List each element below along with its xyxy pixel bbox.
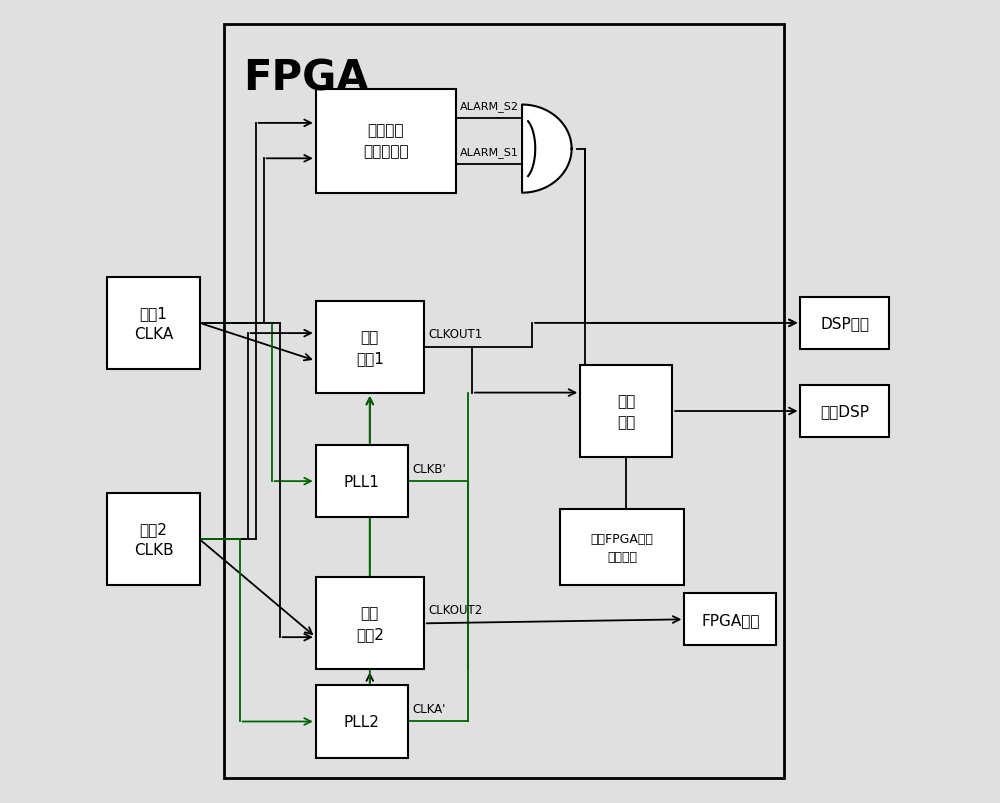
Text: PLL1: PLL1 <box>344 474 380 489</box>
Text: 复位DSP: 复位DSP <box>820 404 869 419</box>
FancyBboxPatch shape <box>316 577 424 670</box>
Text: CLKA': CLKA' <box>413 702 446 715</box>
FancyBboxPatch shape <box>316 89 456 194</box>
FancyBboxPatch shape <box>316 446 408 517</box>
FancyBboxPatch shape <box>580 365 672 458</box>
FancyBboxPatch shape <box>684 593 776 646</box>
FancyBboxPatch shape <box>107 494 200 585</box>
FancyBboxPatch shape <box>316 686 408 757</box>
Text: 时钟
切换2: 时钟 切换2 <box>356 605 384 642</box>
FancyBboxPatch shape <box>224 26 784 777</box>
Text: 晶振1
CLKA: 晶振1 CLKA <box>134 305 173 341</box>
Text: CLKB': CLKB' <box>413 462 446 475</box>
Text: 晶振时钟
互检测模块: 晶振时钟 互检测模块 <box>363 124 409 160</box>
Text: CLKOUT2: CLKOUT2 <box>428 603 482 616</box>
Text: 晶振2
CLKB: 晶振2 CLKB <box>134 522 173 557</box>
Text: CLKOUT1: CLKOUT1 <box>428 327 482 340</box>
FancyBboxPatch shape <box>107 278 200 369</box>
Text: 复位
模块: 复位 模块 <box>617 393 635 430</box>
Text: 复位FPGA其余
工作模块: 复位FPGA其余 工作模块 <box>591 532 654 563</box>
Text: 时钟
切换1: 时钟 切换1 <box>356 329 384 365</box>
Text: DSP时钟: DSP时钟 <box>820 316 869 331</box>
Text: PLL2: PLL2 <box>344 714 380 729</box>
FancyBboxPatch shape <box>800 297 889 349</box>
FancyBboxPatch shape <box>800 385 889 438</box>
Text: FPGA: FPGA <box>244 57 369 100</box>
FancyBboxPatch shape <box>560 510 684 585</box>
Text: FPGA时钟: FPGA时钟 <box>701 612 760 627</box>
Text: ALARM_S1: ALARM_S1 <box>460 147 519 157</box>
Text: ALARM_S2: ALARM_S2 <box>460 101 519 112</box>
FancyBboxPatch shape <box>316 301 424 393</box>
Polygon shape <box>522 105 572 194</box>
